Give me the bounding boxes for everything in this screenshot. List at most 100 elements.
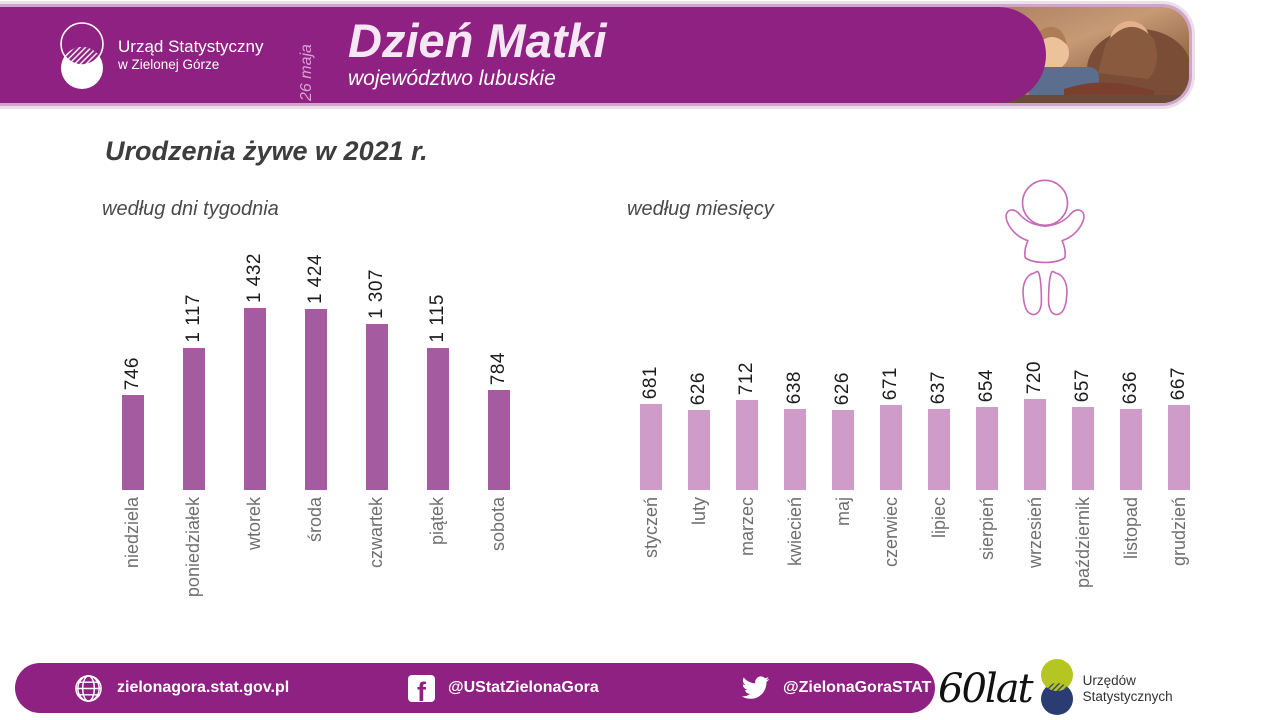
category-label-cell: kwiecień bbox=[771, 490, 819, 566]
statistical-office-logo: Urząd Statystyczny w Zielonej Górze bbox=[58, 17, 264, 93]
category-label-cell: wrzesień bbox=[1011, 490, 1059, 568]
bar bbox=[1072, 407, 1094, 490]
category-label-cell: maj bbox=[819, 490, 867, 526]
bar-value-label: 657 bbox=[1072, 368, 1093, 402]
twitter-handle: @ZielonaGoraSTAT bbox=[783, 679, 932, 696]
bar-value-label: 681 bbox=[640, 365, 661, 399]
category-label: wrzesień bbox=[1024, 497, 1045, 569]
category-label: sierpień bbox=[976, 497, 997, 561]
category-label: październik bbox=[1072, 497, 1093, 589]
bar-column: 681 bbox=[627, 366, 675, 490]
bar-value-label: 746 bbox=[121, 356, 143, 390]
category-label: niedziela bbox=[122, 497, 142, 569]
bar-value-label: 784 bbox=[487, 351, 509, 385]
chart-months-title: według miesięcy bbox=[627, 198, 774, 220]
website-link[interactable]: zielonagora.stat.gov.pl bbox=[73, 663, 289, 713]
bar-column: 1 115 bbox=[407, 294, 468, 490]
bar-value-label: 712 bbox=[736, 361, 757, 395]
header-title: Dzień Matki bbox=[348, 14, 607, 67]
category-label-cell: czerwiec bbox=[867, 490, 915, 567]
category-label-cell: styczeń bbox=[627, 490, 675, 558]
website-text: zielonagora.stat.gov.pl bbox=[117, 679, 290, 696]
bar bbox=[1120, 409, 1142, 490]
chart-days-of-week: według dni tygodnia 746 1 117 1 432 1 424 1 … bbox=[102, 198, 529, 597]
bar-column: 784 bbox=[468, 352, 529, 490]
category-label-cell: czwartek bbox=[346, 490, 407, 568]
bar bbox=[243, 308, 266, 490]
category-label-cell: luty bbox=[675, 490, 723, 525]
category-label-cell: niedziela bbox=[102, 490, 163, 568]
chart-months: według miesięcy 681 626 712 638 626 671 637 654… bbox=[627, 198, 1203, 588]
bar-column: 667 bbox=[1155, 367, 1203, 490]
bar-value-label: 720 bbox=[1024, 360, 1045, 394]
bar bbox=[1168, 405, 1190, 490]
bar bbox=[640, 404, 662, 490]
bar-column: 637 bbox=[915, 371, 963, 490]
category-label-cell: październik bbox=[1059, 490, 1107, 588]
category-label: piątek bbox=[427, 497, 447, 546]
bar bbox=[928, 409, 950, 490]
bar-column: 1 432 bbox=[224, 253, 285, 490]
page-title: Urodzenia żywe w 2021 r. bbox=[105, 136, 428, 166]
category-label: sobota bbox=[488, 497, 508, 552]
category-label: maj bbox=[832, 497, 853, 527]
category-label: lipiec bbox=[928, 497, 949, 539]
category-label: czerwiec bbox=[880, 497, 901, 568]
category-label-cell: poniedziałek bbox=[163, 490, 224, 597]
bar-column: 746 bbox=[102, 357, 163, 490]
bar-value-label: 667 bbox=[1168, 366, 1189, 400]
bar-column: 1 307 bbox=[346, 269, 407, 490]
category-label-cell: wtorek bbox=[224, 490, 285, 550]
category-label: styczeń bbox=[640, 497, 661, 559]
bar bbox=[736, 400, 758, 490]
bar-column: 636 bbox=[1107, 371, 1155, 490]
facebook-icon: f bbox=[408, 674, 435, 702]
category-label-cell: lipiec bbox=[915, 490, 963, 538]
category-label: środa bbox=[305, 497, 325, 543]
bar bbox=[304, 309, 327, 490]
category-label-cell: listopad bbox=[1107, 490, 1155, 559]
header-subtitle: województwo lubuskie bbox=[348, 66, 556, 90]
chart-days-title: według dni tygodnia bbox=[102, 198, 279, 220]
bar-value-label: 637 bbox=[928, 370, 949, 404]
facebook-handle: @UStatZielonaGora bbox=[448, 679, 599, 696]
logo-circles-icon bbox=[60, 22, 104, 89]
bar bbox=[880, 405, 902, 490]
bar bbox=[426, 348, 449, 490]
category-label: luty bbox=[688, 497, 709, 526]
office-name-line1: Urząd Statystyczny bbox=[118, 37, 264, 57]
bar-value-label: 1 307 bbox=[365, 268, 387, 319]
labels-row: niedziela poniedziałek wtorek środa czwartek… bbox=[102, 490, 529, 597]
bar-value-label: 636 bbox=[1120, 370, 1141, 404]
anniversary-script: 60lat bbox=[938, 666, 1034, 712]
category-label: czwartek bbox=[366, 497, 386, 569]
anniversary-circles-icon bbox=[1040, 659, 1073, 715]
bar-value-label: 1 117 bbox=[182, 294, 204, 343]
bar-column: 626 bbox=[675, 372, 723, 490]
bar-column: 720 bbox=[1011, 361, 1059, 490]
category-label-cell: środa bbox=[285, 490, 346, 542]
bar-value-label: 1 424 bbox=[304, 253, 326, 304]
bar-value-label: 654 bbox=[976, 368, 997, 402]
bar-value-label: 626 bbox=[688, 371, 709, 405]
category-label: poniedziałek bbox=[183, 497, 203, 598]
category-label-cell: grudzień bbox=[1155, 490, 1203, 566]
bars-row: 746 1 117 1 432 1 424 1 307 1 115 784 bbox=[102, 222, 529, 490]
bar-column: 626 bbox=[819, 372, 867, 490]
header-date-label: 26 maja bbox=[298, 44, 315, 101]
bar-value-label: 638 bbox=[784, 370, 805, 404]
facebook-link[interactable]: f @UStatZielonaGora bbox=[408, 663, 599, 713]
bar bbox=[976, 407, 998, 490]
bar bbox=[1024, 399, 1046, 490]
bar-column: 1 117 bbox=[163, 294, 224, 490]
twitter-icon bbox=[741, 676, 770, 699]
bar bbox=[487, 390, 510, 490]
bar-value-label: 626 bbox=[832, 371, 853, 405]
category-label: listopad bbox=[1120, 497, 1141, 560]
bar bbox=[832, 410, 854, 490]
anniversary-logo: 60lat Urzędów Statystycznych bbox=[938, 658, 1173, 720]
twitter-link[interactable]: @ZielonaGoraSTAT bbox=[740, 663, 931, 713]
globe-icon bbox=[75, 674, 102, 702]
header-band: Urząd Statystyczny w Zielonej Górze 26 m… bbox=[0, 7, 1046, 103]
